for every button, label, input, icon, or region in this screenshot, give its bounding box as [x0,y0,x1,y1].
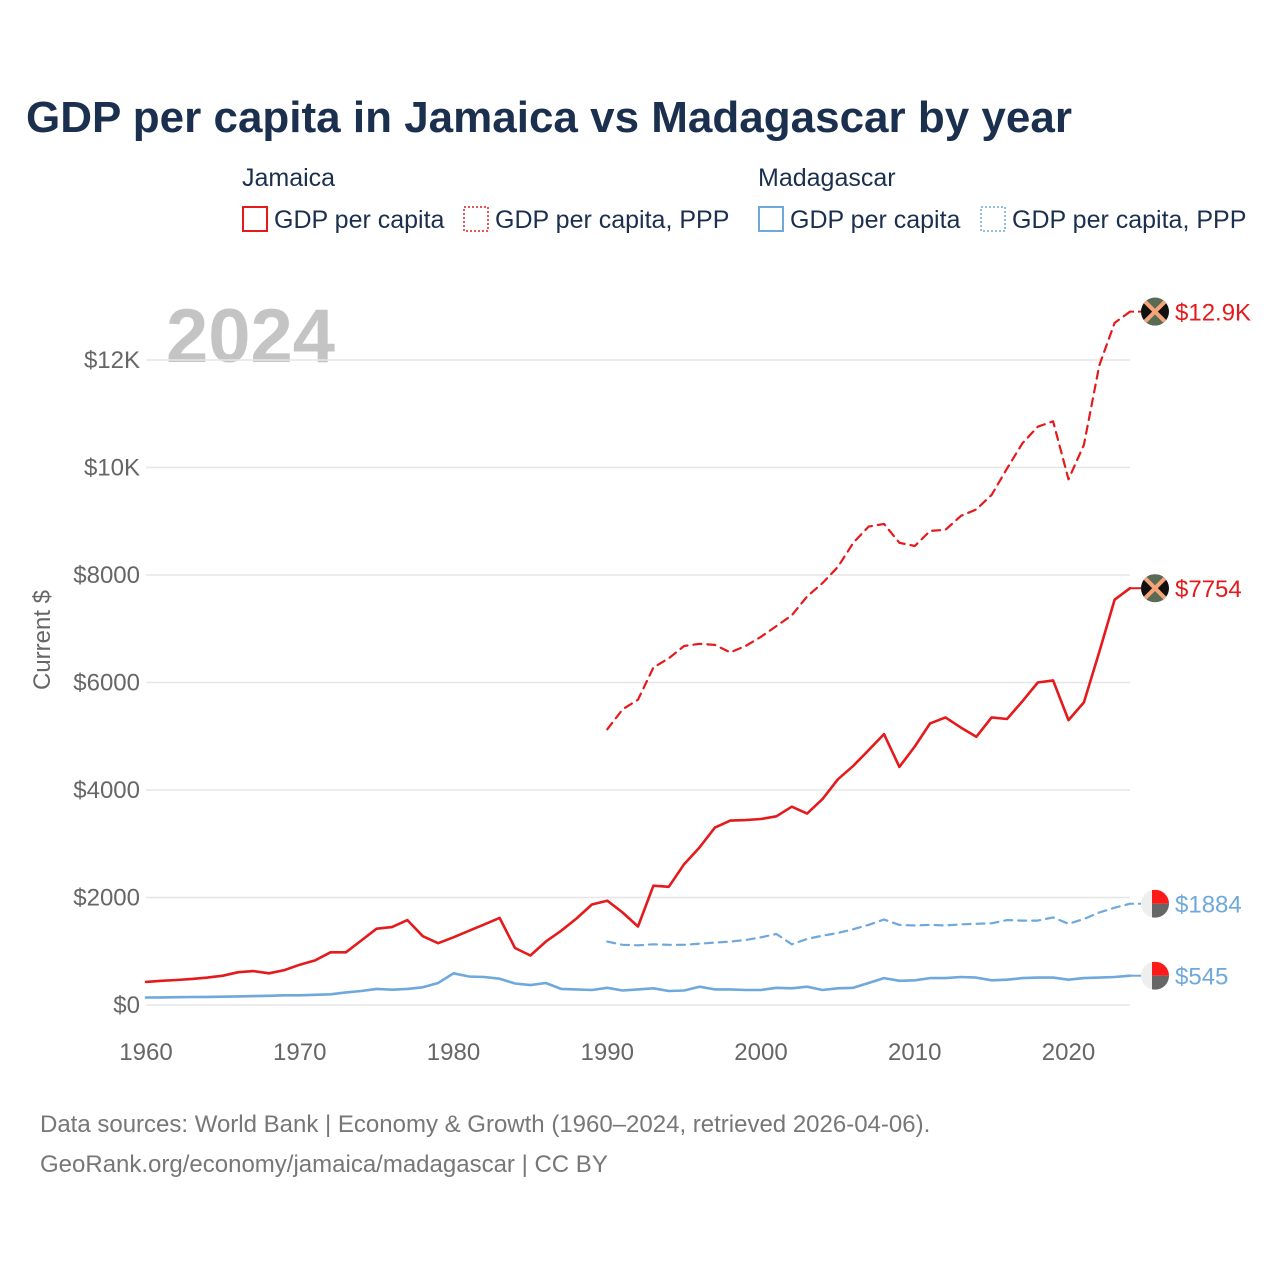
series-end-label: $545 [1175,964,1228,991]
jamaica-flag-marker[interactable] [1141,297,1169,326]
y-axis-label: Current $ [29,590,56,690]
legend-item-label[interactable]: GDP per capita [274,206,445,234]
legend-swatch[interactable] [463,206,489,232]
series-end-markers: $7754 $12.9K $545 $1884 [1130,297,1251,991]
series-end-label: $7754 [1175,576,1242,603]
grid-lines [146,359,1130,1006]
x-tick-label: 2020 [1042,1039,1095,1066]
series-line[interactable] [144,586,1132,984]
y-tick-label: $4000 [73,777,140,804]
x-tick-label: 1980 [427,1039,480,1066]
legend-group-title: Madagascar [758,164,896,192]
x-tick-label: 1970 [273,1039,326,1066]
chart-title: GDP per capita in Jamaica vs Madagascar … [26,93,1072,142]
y-axis-ticks: $0 $2000 $4000 $6000 $8000 $10K $12K [73,347,140,1019]
legend-swatch[interactable] [242,206,268,232]
legend: Jamaica GDP per capita GDP per capita, PPP… [242,164,1246,234]
series-line[interactable] [144,971,1132,999]
source-line-1: Data sources: World Bank | Economy & Gro… [40,1111,930,1138]
madagascar-flag-marker[interactable] [1141,961,1169,990]
legend-item-label[interactable]: GDP per capita [790,206,961,234]
legend-group-title: Jamaica [242,164,335,192]
madagascar-flag-marker[interactable] [1141,889,1169,918]
y-tick-label: $6000 [73,670,140,697]
current-year-label: 2024 [166,294,335,379]
series-lines [144,310,1132,999]
jamaica-flag-marker[interactable] [1141,574,1169,603]
y-tick-label: $10K [84,455,140,482]
x-tick-label: 1960 [119,1039,172,1066]
series-line[interactable] [606,902,1132,947]
series-line[interactable] [606,310,1132,731]
y-tick-label: $0 [113,992,140,1019]
legend-swatch[interactable] [758,206,784,232]
legend-swatch[interactable] [980,206,1006,232]
series-end-label: $12.9K [1175,300,1251,327]
x-tick-label: 2000 [734,1039,787,1066]
y-tick-label: $12K [84,347,140,374]
x-axis-ticks: 1960 1970 1980 1990 2000 2010 2020 [119,1039,1095,1066]
legend-item-label[interactable]: GDP per capita, PPP [1012,206,1246,234]
source-line-2[interactable]: GeoRank.org/economy/jamaica/madagascar |… [40,1151,608,1178]
x-tick-label: 1990 [581,1039,634,1066]
y-tick-label: $2000 [73,885,140,912]
series-end-label: $1884 [1175,892,1242,919]
legend-item-label[interactable]: GDP per capita, PPP [495,206,729,234]
y-tick-label: $8000 [73,562,140,589]
x-tick-label: 2010 [888,1039,941,1066]
